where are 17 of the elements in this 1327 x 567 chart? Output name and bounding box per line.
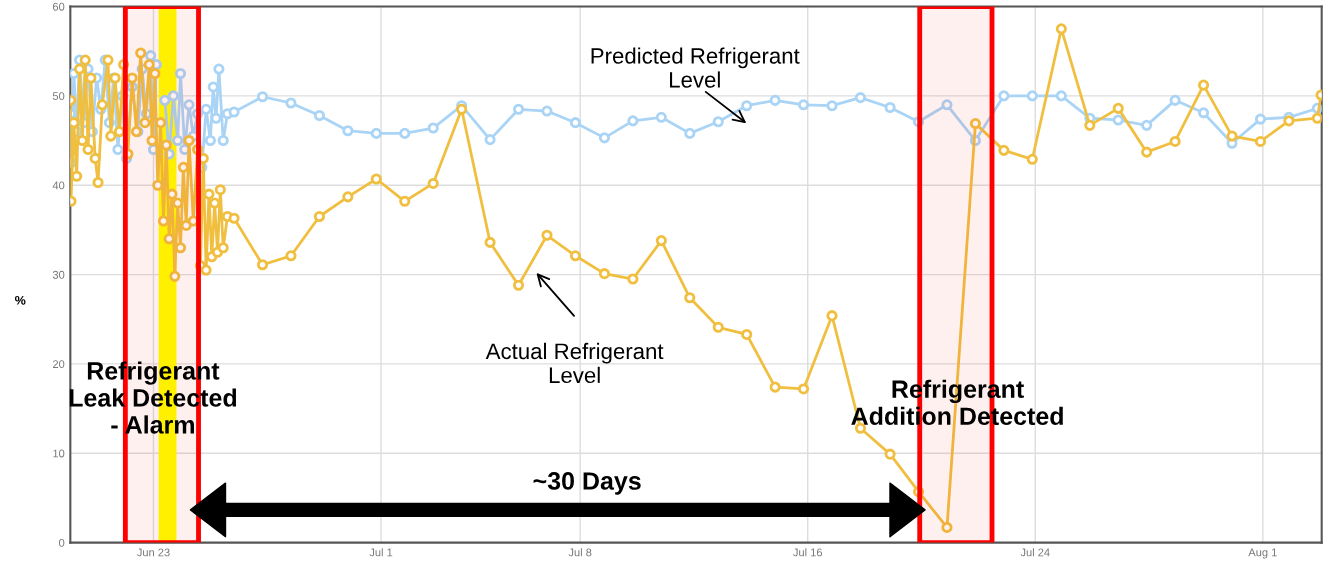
x-tick-label: Jul 1 <box>369 548 393 557</box>
y-axis-title: % <box>15 295 26 305</box>
annotation: Predicted Refrigerant Level <box>591 47 800 88</box>
x-tick-label: Aug 1 <box>1248 548 1277 559</box>
x-tick-label: Jul 24 <box>1020 548 1050 557</box>
y-tick-label: 40 <box>52 181 65 190</box>
x-tick-label: Jul 8 <box>568 548 592 557</box>
annotation: ~30 Days <box>533 472 641 495</box>
y-tick-label: 10 <box>53 449 65 458</box>
y-tick-label: 50 <box>52 92 65 101</box>
x-tick-label: Jul 16 <box>793 548 823 557</box>
y-tick-label: 30 <box>52 270 65 279</box>
x-tick-label: Jun 23 <box>136 548 170 557</box>
y-tick-label: 20 <box>52 360 65 369</box>
annotation: Actual Refrigerant Level <box>485 342 664 384</box>
y-tick-label: 0 <box>59 538 65 547</box>
y-tick-label: 60 <box>52 2 65 11</box>
